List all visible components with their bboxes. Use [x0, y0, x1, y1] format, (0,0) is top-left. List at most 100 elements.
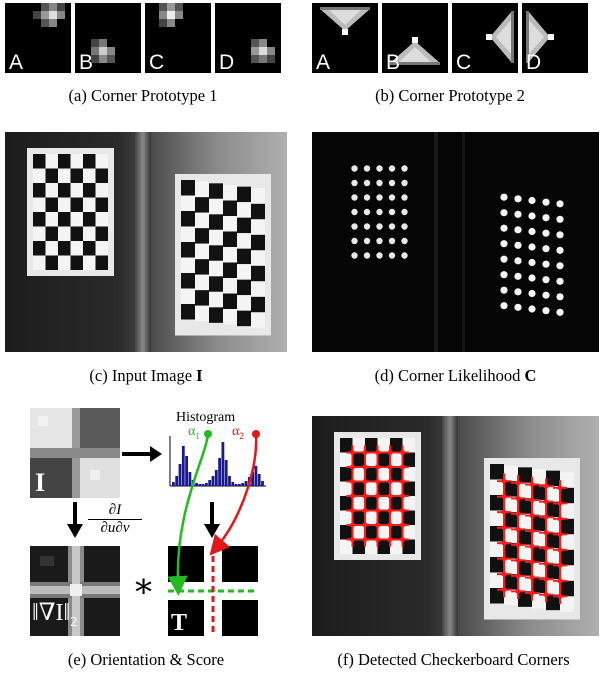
checker-square [237, 233, 251, 249]
prototype1-panel-c: C [145, 3, 211, 73]
checker-square [251, 203, 265, 220]
checker-square [560, 518, 574, 535]
alpha1-label: α1 [188, 424, 200, 441]
checker-square [365, 467, 378, 482]
checker-square [340, 510, 353, 525]
likelihood-peak [556, 215, 564, 223]
likelihood-peak [363, 194, 371, 201]
histogram-bar [241, 483, 245, 486]
checker-square [504, 574, 518, 590]
checker-square [83, 212, 96, 227]
likelihood-peak [500, 240, 508, 248]
histogram-bar [201, 484, 205, 486]
checker-square [209, 245, 223, 261]
detected-corner [387, 522, 393, 528]
histogram-bar [181, 446, 185, 486]
checker-square [209, 198, 223, 215]
checker-square [518, 591, 532, 607]
detected-corner [400, 493, 405, 499]
detected-corner [501, 494, 507, 500]
detected-corner [529, 575, 535, 580]
checker-square [95, 168, 108, 183]
prototype1-label-c: C [149, 51, 165, 73]
template-quadrant-br [222, 600, 258, 636]
detected-corner [400, 479, 405, 484]
checker-square [365, 510, 378, 525]
caption-a: (a) Corner Prototype 1 [68, 86, 218, 105]
checker-square [518, 560, 532, 576]
likelihood-peak [376, 252, 383, 259]
checker-square [209, 214, 223, 230]
histogram-bar [214, 470, 218, 486]
likelihood-peak [363, 165, 371, 172]
gradient-magnitude-subscript: 2 [70, 615, 78, 630]
checker-square [237, 186, 251, 203]
likelihood-peak [514, 288, 522, 296]
checker-square [70, 255, 83, 270]
checker-square [95, 183, 108, 198]
checker-square [402, 452, 415, 467]
convolution-symbol: ∗ [132, 568, 156, 605]
prototype2-panel-d: D [522, 3, 588, 73]
checker-square [504, 465, 518, 482]
image-patch-I-pixels [30, 408, 120, 498]
checker-square [251, 188, 265, 204]
detected-checkerboards-with-corners [334, 432, 580, 620]
detected-corner [543, 561, 549, 567]
detected-corner [501, 509, 507, 515]
checker-square [45, 241, 58, 256]
detected-corner [387, 450, 393, 455]
prototype1-label-d: D [219, 51, 235, 73]
caption-d-text: (d) Corner Likelihood [374, 366, 525, 385]
caption-d-symbol: C [524, 366, 537, 385]
checker-square [532, 484, 546, 500]
prototype2-panel-c: C [452, 3, 518, 73]
checker-square [33, 168, 46, 183]
checker-square [352, 467, 365, 482]
likelihood-peak [388, 223, 396, 230]
checker-square [181, 242, 195, 258]
likelihood-peak [376, 165, 383, 172]
likelihood-peak [388, 252, 396, 259]
detected-corner [543, 576, 549, 582]
checker-square [45, 197, 58, 212]
checker-square [209, 307, 223, 323]
likelihood-peak [528, 305, 536, 313]
likelihood-peak [388, 179, 396, 187]
checker-square [195, 305, 209, 322]
detected-corner [515, 542, 521, 548]
detected-corner [515, 557, 521, 563]
likelihood-peak [500, 224, 508, 232]
checker-square [58, 212, 71, 227]
likelihood-peak [542, 229, 550, 237]
prototype1-b-kernel [91, 39, 115, 63]
checker-square [352, 496, 365, 511]
likelihood-peak [556, 231, 564, 239]
likelihood-peak [528, 258, 536, 267]
detected-corner [387, 508, 393, 513]
checker-square [532, 531, 546, 547]
likelihood-peak [401, 194, 408, 201]
checker-square [402, 510, 415, 525]
checker-square [195, 243, 209, 260]
prototype1-label-b: B [79, 51, 94, 73]
alpha1-arrow [167, 433, 210, 596]
detected-corner [557, 547, 563, 553]
checker-square [402, 467, 415, 482]
checker-square [209, 260, 223, 277]
detected-corner [400, 537, 405, 542]
checker-square [58, 168, 71, 183]
histogram-bar [244, 481, 248, 486]
histogram-bar [198, 484, 202, 486]
detected-corner [350, 522, 355, 528]
checker-square [352, 452, 365, 467]
derivative-numerator: ∂I [88, 502, 142, 520]
prototype2-label-d: D [526, 51, 542, 73]
likelihood-peak [528, 227, 536, 236]
detected-corner [387, 537, 393, 542]
checker-square [340, 496, 353, 511]
likelihood-peak [514, 303, 522, 311]
checker-square [83, 197, 96, 212]
likelihood-peak [500, 193, 508, 201]
likelihood-peak [401, 179, 408, 187]
